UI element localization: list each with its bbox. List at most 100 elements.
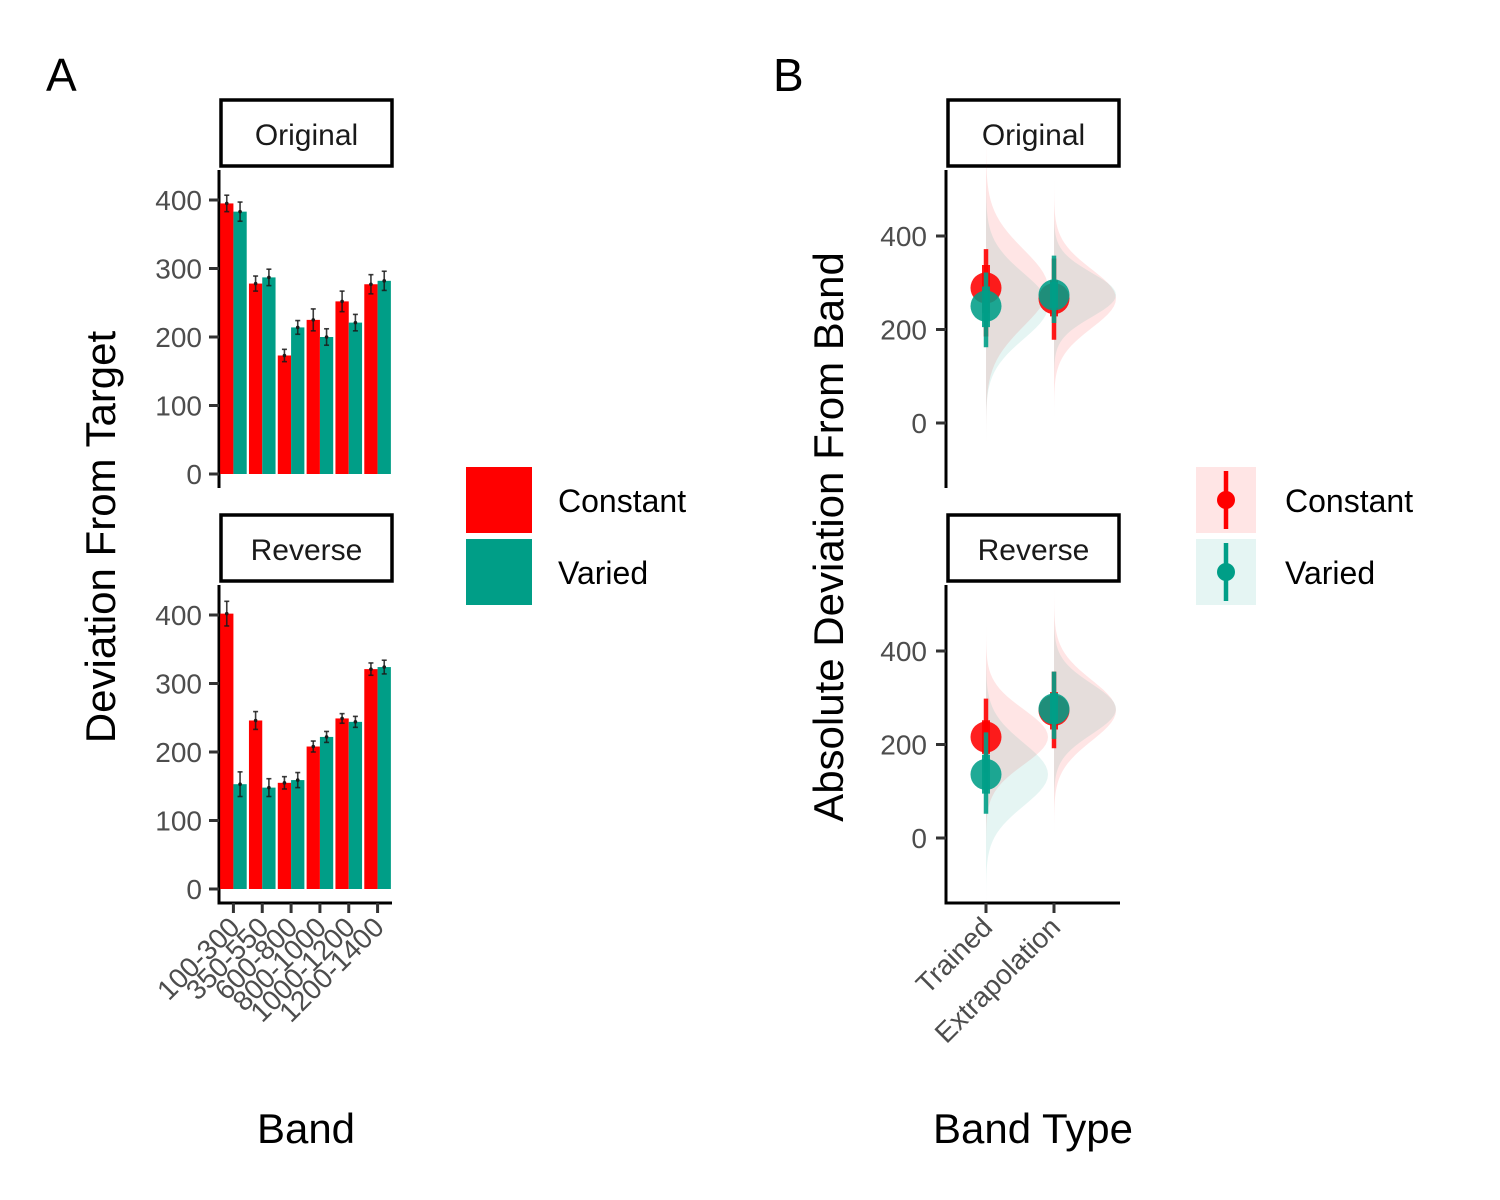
bar-reverse-constant-1200-1400 (364, 669, 378, 889)
panel-b-x-title: Band Type (933, 1105, 1133, 1152)
bar-reverse-varied-1000-1200 (348, 721, 363, 889)
errorbar-reverse-constant-350-550 (253, 710, 259, 731)
panel-b-strip-reverse: Reverse (946, 513, 1121, 583)
errorbar-original-varied-100-300 (237, 201, 243, 223)
errorbar-original-constant-1000-1200 (339, 290, 345, 313)
errorbar-reverse-constant-100-300 (224, 600, 230, 627)
point-estimate (1038, 693, 1070, 725)
panel-b-strip-reverse-label: Reverse (978, 534, 1090, 567)
errorbar-point (324, 335, 329, 339)
density-reverse-varied-trained (986, 648, 1048, 901)
panel-a-strip-original: Original (219, 98, 394, 168)
errorbar-reverse-varied-600-800 (295, 771, 301, 789)
density-reverse-varied-extrapolation (1054, 607, 1116, 811)
panel-a-legend: Constant Varied (466, 467, 686, 605)
errorbar-point (224, 611, 229, 616)
errorbar-point (282, 781, 287, 785)
bar-reverse-varied-800-1000 (319, 736, 334, 889)
panel-a-reverse-y-tick-label: 200 (155, 737, 202, 768)
legend-a-varied-label: Varied (558, 555, 648, 591)
density-original-varied-extrapolation (1054, 206, 1116, 384)
bar-original-constant-100-300 (220, 203, 234, 475)
panel-a-strip-original-label: Original (255, 119, 358, 152)
panel-a-strip-reverse: Reverse (219, 513, 394, 583)
errorbar-original-varied-800-1000 (324, 327, 330, 347)
legend-b-varied-label: Varied (1285, 555, 1375, 591)
bar-original-varied-1000-1200 (348, 322, 363, 474)
density-reverse-constant-trained (986, 626, 1048, 848)
panel-a-reverse-y-tick-label: 100 (155, 806, 202, 837)
errorbar-original-varied-1200-1400 (381, 270, 387, 292)
errorbar-original-constant-600-800 (281, 348, 287, 363)
panel-b-legend: Constant Varied (1196, 467, 1413, 605)
errorbar-original-constant-1200-1400 (368, 273, 374, 295)
panel-b-original-y-tick-label: 200 (880, 315, 927, 346)
errorbar-original-constant-800-1000 (310, 308, 316, 332)
bar-reverse-constant-100-300 (220, 613, 234, 889)
errorbar-point (353, 320, 358, 325)
legend-b-constant-key (1196, 467, 1256, 533)
bar-original-varied-1200-1400 (377, 280, 391, 474)
errorbar-original-constant-350-550 (253, 275, 259, 292)
errorbar-point (295, 778, 300, 782)
errorbar-reverse-varied-100-300 (237, 771, 243, 798)
bar-reverse-constant-600-800 (277, 782, 292, 889)
panel-b-original-y-tick-label: 0 (911, 408, 927, 439)
panel-b-original-plot: 0 200 400 (880, 133, 1116, 488)
panel-b-reverse-plot: 0 200 400 (880, 585, 1116, 903)
density-original-constant-trained (986, 133, 1048, 442)
panel-b-original-y-tick-label: 400 (880, 221, 927, 252)
legend-a-varied-key (466, 539, 532, 605)
errorbar-reverse-constant-1200-1400 (368, 662, 374, 677)
errorbar-original-varied-1000-1200 (352, 313, 358, 332)
errorbar-point (253, 281, 258, 286)
panel-b-reverse-y-tick-label: 0 (911, 823, 927, 854)
density-original-varied-trained (986, 174, 1048, 438)
legend-b-constant-label: Constant (1285, 483, 1413, 519)
errorbar-point (353, 720, 358, 724)
errorbar-point (369, 667, 373, 671)
panel-a-original-y-tick-label: 400 (155, 185, 202, 216)
bar-reverse-varied-600-800 (291, 780, 305, 889)
pointrange-reverse-varied-extrapolation (1038, 671, 1070, 739)
errorbar-reverse-varied-1200-1400 (381, 659, 387, 675)
point-estimate (970, 758, 1002, 790)
errorbar-point (340, 716, 344, 721)
errorbar-point (253, 718, 258, 723)
errorbar-reverse-varied-1000-1200 (352, 715, 358, 729)
bar-reverse-constant-800-1000 (306, 746, 320, 889)
bar-original-constant-600-800 (277, 355, 292, 474)
panel-b-y-title: Absolute Deviation From Band (805, 252, 852, 822)
bar-reverse-constant-350-550 (248, 720, 263, 889)
panel-b-strip-original-label: Original (982, 119, 1085, 152)
errorbar-point (369, 282, 373, 287)
pointrange-original-varied-trained (970, 272, 1002, 348)
panel-a-reverse-y-tick-label: 0 (186, 874, 202, 905)
errorbar-point (267, 275, 271, 280)
bar-reverse-varied-350-550 (262, 787, 276, 889)
panel-a-label: A (46, 49, 77, 101)
errorbar-reverse-constant-800-1000 (310, 740, 316, 753)
panel-b-label: B (773, 49, 804, 101)
panel-a-y-title: Deviation From Target (77, 330, 124, 743)
legend-b-varied-key (1196, 539, 1256, 605)
panel-a-original-y-tick-label: 200 (155, 322, 202, 353)
errorbar-reverse-varied-800-1000 (324, 730, 330, 744)
panel-b-reverse-y-tick-label: 200 (880, 730, 927, 761)
bar-reverse-varied-100-300 (233, 784, 247, 889)
bar-reverse-varied-1200-1400 (377, 667, 391, 889)
panel-a-reverse-plot: 0 100 200 300 400 (155, 585, 391, 905)
errorbar-point (282, 353, 287, 358)
errorbar-original-constant-100-300 (224, 194, 230, 213)
bar-original-varied-600-800 (291, 327, 305, 474)
errorbar-point (224, 201, 229, 206)
errorbar-point (238, 209, 242, 214)
errorbar-original-varied-600-800 (295, 319, 301, 336)
legend-a-constant-key (466, 467, 532, 533)
panel-a-original-plot: 0 100 200 300 400 (155, 170, 391, 490)
bar-original-varied-800-1000 (319, 337, 334, 474)
bar-original-constant-1000-1200 (335, 301, 349, 474)
panel-a-reverse-y-tick-label: 300 (155, 669, 202, 700)
